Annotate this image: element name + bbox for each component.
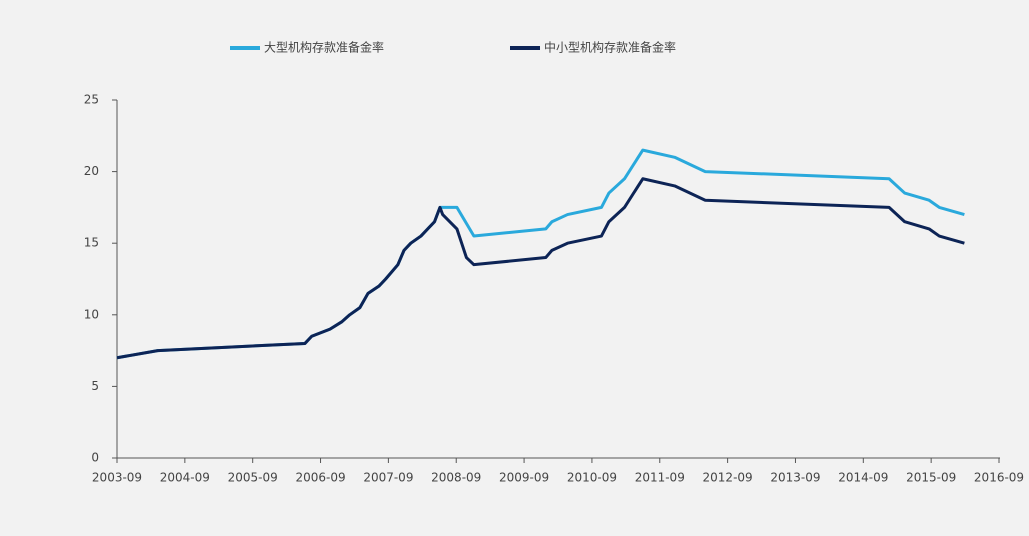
x-tick-label: 2012-09 [703, 471, 753, 485]
x-tick-label: 2016-09 [974, 471, 1024, 485]
y-tick-label: 10 [84, 307, 99, 321]
y-tick-label: 5 [91, 379, 99, 393]
legend-label: 中小型机构存款准备金率 [544, 40, 676, 55]
x-tick-label: 2013-09 [770, 471, 820, 485]
x-tick-label: 2007-09 [363, 471, 413, 485]
x-tick-label: 2004-09 [160, 471, 210, 485]
x-tick-label: 2010-09 [567, 471, 617, 485]
x-tick-label: 2005-09 [228, 471, 278, 485]
x-tick-label: 2003-09 [92, 471, 142, 485]
series-line [116, 177, 965, 360]
y-tick-label: 25 [84, 93, 99, 107]
x-tick-label: 2009-09 [499, 471, 549, 485]
x-tick-label: 2014-09 [838, 471, 888, 485]
y-tick-label: 15 [84, 236, 99, 250]
y-tick-label: 20 [84, 164, 99, 178]
x-tick-label: 2011-09 [635, 471, 685, 485]
y-tick-label: 0 [91, 451, 99, 465]
x-tick-label: 2008-09 [431, 471, 481, 485]
legend-label: 大型机构存款准备金率 [264, 40, 384, 55]
x-tick-label: 2006-09 [295, 471, 345, 485]
x-tick-label: 2015-09 [906, 471, 956, 485]
